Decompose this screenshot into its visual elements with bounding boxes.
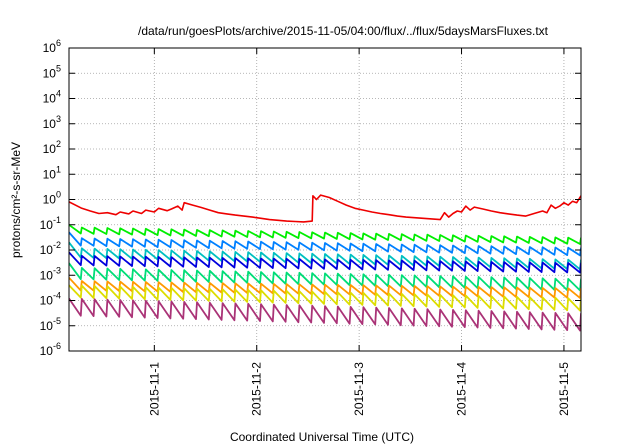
ticks (69, 47, 581, 352)
y-tick-label: 103 (43, 114, 61, 131)
y-axis-label: protons/cm²-s-sr-MeV (9, 142, 23, 258)
y-tick-label: 102 (43, 139, 61, 156)
y-tick-label: 10-6 (40, 341, 61, 358)
series-line-1 (69, 224, 581, 245)
y-tick-label: 10-2 (40, 240, 61, 257)
series-line-5 (69, 262, 581, 292)
y-tick-label: 10-3 (40, 265, 61, 282)
series-line-8 (69, 297, 581, 332)
chart-title: /data/run/goesPlots/archive/2015-11-05/0… (138, 24, 549, 38)
y-tick-label: 10-5 (40, 316, 61, 333)
x-tick-label: 2015-11-5 (557, 362, 571, 416)
series-line-2 (69, 231, 581, 257)
y-tick-label: 104 (43, 89, 61, 106)
y-tick-labels: 10-6 10-5 10-4 10-3 10-2 10-1 100 101 102 103 104 1… (40, 38, 61, 358)
series-layer (69, 194, 581, 332)
y-tick-label: 10-1 (40, 215, 61, 232)
y-tick-label: 106 (43, 38, 61, 55)
series-line-7 (69, 284, 581, 312)
x-tick-label: 2015-11-3 (352, 362, 366, 416)
y-tick-label: 101 (43, 164, 61, 181)
y-tick-label: 105 (43, 63, 61, 80)
series-line-4 (69, 251, 581, 274)
x-tick-label: 2015-11-1 (147, 362, 161, 416)
y-tick-label: 100 (43, 190, 61, 207)
series-line-0 (69, 194, 581, 223)
y-tick-label: 10-4 (40, 291, 61, 308)
x-tick-label: 2015-11-2 (250, 362, 264, 416)
x-tick-label: 2015-11-4 (455, 362, 469, 416)
x-axis-label: Coordinated Universal Time (UTC) (230, 430, 414, 444)
x-tick-labels: 2015-11-1 2015-11-2 2015-11-3 2015-11-4 2015… (147, 362, 571, 416)
